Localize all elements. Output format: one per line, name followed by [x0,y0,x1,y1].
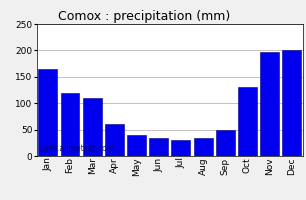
Bar [127,135,146,156]
Bar [105,124,124,156]
Bar [171,140,190,156]
Bar [194,138,213,156]
Bar [61,93,80,156]
Bar [282,50,301,156]
Text: www.allmetsat.com: www.allmetsat.com [39,144,114,153]
Bar [238,87,257,156]
Bar [216,130,235,156]
Bar [260,52,279,156]
Bar [38,69,57,156]
Bar [149,138,168,156]
Text: Comox : precipitation (mm): Comox : precipitation (mm) [58,10,230,23]
Bar [83,98,102,156]
